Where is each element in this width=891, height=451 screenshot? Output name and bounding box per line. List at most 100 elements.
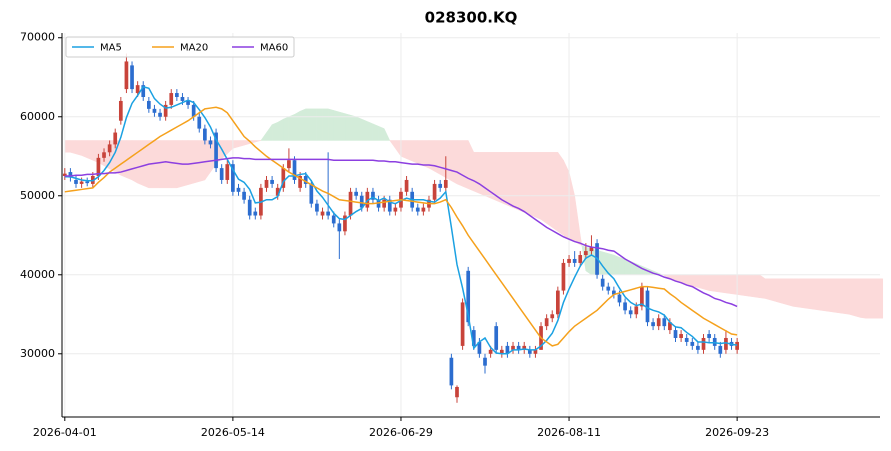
candle-body	[404, 179, 409, 192]
cloud-segment	[574, 195, 581, 246]
cloud-segment	[378, 125, 385, 141]
cloud-segment	[731, 274, 738, 295]
cloud-segment	[546, 152, 553, 228]
cloud-segment	[283, 116, 290, 141]
candle-body	[684, 337, 689, 342]
candle-body	[163, 104, 168, 117]
cloud-segment	[355, 116, 362, 141]
cloud-segment	[843, 278, 850, 315]
candle-body	[303, 176, 308, 184]
cloud-segment	[165, 140, 172, 189]
x-tick-label: 2026-08-11	[537, 426, 601, 439]
ma-line	[64, 85, 738, 355]
cloud-segment	[75, 140, 82, 156]
grid	[62, 33, 880, 417]
cloud-segment	[311, 108, 318, 141]
y-tick-label: 30000	[20, 347, 55, 360]
candle-body	[567, 258, 571, 263]
candle-body	[589, 247, 594, 252]
cloud-segment	[64, 140, 71, 153]
candle-body	[315, 203, 319, 212]
cloud-segment	[551, 152, 559, 232]
cloud-segment	[137, 140, 144, 186]
legend-label: MA60	[260, 43, 288, 54]
candle-body	[707, 334, 711, 338]
cloud-segment	[742, 274, 749, 297]
cloud-segment	[333, 110, 340, 141]
candle-body	[544, 318, 549, 327]
cloud-segment	[507, 152, 514, 208]
cloud-segment	[697, 274, 704, 290]
candle-body	[640, 286, 644, 307]
candle-body	[533, 349, 538, 354]
cloud-segment	[288, 114, 295, 141]
cloud-segment	[367, 121, 374, 141]
cloud-segment	[395, 140, 402, 158]
candle-body	[242, 191, 246, 200]
cloud-segment	[535, 152, 542, 220]
candle-body	[275, 187, 280, 196]
candle-body	[236, 187, 241, 192]
candle-body	[421, 207, 426, 212]
candle-body	[690, 341, 695, 346]
candle-body	[337, 223, 342, 232]
candle-body	[197, 116, 202, 129]
candle-body	[488, 349, 493, 354]
candle-body	[511, 345, 515, 350]
candle-body	[175, 93, 179, 97]
candle-body	[292, 160, 297, 180]
cloud-segment	[770, 278, 777, 302]
candle-body	[645, 290, 650, 323]
candle-body	[152, 108, 157, 113]
candle-body	[281, 168, 286, 188]
cloud-segment	[540, 152, 547, 224]
chart-title: 028300.KQ	[425, 9, 518, 27]
cloud-segment	[512, 152, 519, 211]
candle-body	[107, 144, 112, 153]
cloud-segment	[820, 278, 828, 312]
cloud-segment	[854, 278, 861, 318]
cloud-segment	[518, 152, 525, 213]
cloud-segment	[187, 140, 194, 186]
candle-body	[555, 290, 560, 315]
cloud-segment	[720, 274, 727, 294]
candle-body	[298, 176, 302, 188]
candle-body	[735, 341, 739, 350]
cloud-segment	[361, 118, 368, 141]
candle-body	[628, 310, 633, 315]
cloud-segment	[714, 274, 721, 293]
cloud-segment	[322, 108, 329, 141]
cloud-segment	[232, 140, 239, 149]
cloud-segment	[70, 140, 77, 155]
candle-body	[130, 65, 134, 90]
candle-body	[382, 199, 387, 208]
cloud-segment	[294, 110, 301, 141]
candle-body	[79, 181, 84, 184]
legend-label: MA5	[100, 43, 122, 54]
cloud-segment	[383, 128, 391, 141]
candle-body	[623, 302, 627, 311]
candle-body	[572, 258, 577, 263]
candle-body	[371, 191, 375, 200]
cloud-segment	[131, 140, 138, 184]
cloud-segment	[568, 172, 575, 242]
candle-body	[264, 179, 269, 188]
candle-body	[443, 179, 448, 188]
cloud-segment	[400, 140, 407, 160]
candles	[62, 53, 739, 403]
candle-body	[320, 211, 325, 216]
cloud-segment	[204, 140, 211, 181]
cloud-segment	[787, 278, 794, 307]
cloud-segment	[804, 278, 811, 310]
candle-body	[208, 140, 213, 145]
cloud-segment	[417, 140, 424, 167]
candle-body	[679, 334, 683, 338]
candle-body	[662, 318, 667, 327]
cloud-segment	[467, 140, 475, 192]
cloud-segment	[792, 278, 800, 308]
candle-body	[466, 270, 471, 323]
candle-body	[203, 128, 207, 141]
candle-body	[253, 211, 258, 216]
candle-body	[477, 341, 482, 354]
candle-body	[158, 112, 162, 117]
